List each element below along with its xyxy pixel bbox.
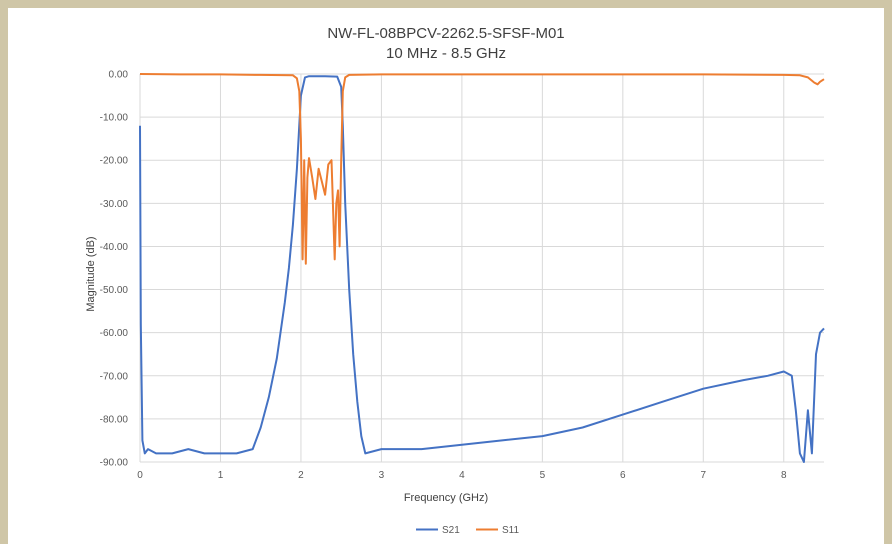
chart-subtitle: 10 MHz - 8.5 GHz xyxy=(386,45,506,62)
series-line-s21 xyxy=(139,75,825,463)
x-tick-label: 3 xyxy=(379,470,385,481)
x-tick-label: 0 xyxy=(137,470,143,481)
chart-title: NW-FL-08BPCV-2262.5-SFSF-M01 xyxy=(327,25,564,42)
x-tick-label: 2 xyxy=(298,470,304,481)
x-tick-label: 4 xyxy=(459,470,465,481)
y-tick-label: -50.00 xyxy=(100,285,129,296)
x-tick-label: 7 xyxy=(701,470,707,481)
y-tick-label: -40.00 xyxy=(100,242,129,253)
x-tick-label: 8 xyxy=(781,470,787,481)
y-tick-label: -10.00 xyxy=(100,113,129,124)
tick-layer: 0.00 -10.00 -20.00 -30.00 -40.00 -50.00 -60.00… xyxy=(100,70,787,482)
x-tick-label: 6 xyxy=(620,470,626,481)
series-line-s11 xyxy=(139,73,825,265)
x-tick-label: 5 xyxy=(540,470,546,481)
grid-layer xyxy=(139,73,824,463)
chart-svg: NW-FL-08BPCV-2262.5-SFSF-M01 10 MHz - 8.… xyxy=(85,25,825,536)
y-tick-label: -30.00 xyxy=(100,199,129,210)
y-tick-label: 0.00 xyxy=(109,70,129,81)
y-tick-label: -80.00 xyxy=(100,414,129,425)
y-tick-label: -60.00 xyxy=(100,328,129,339)
series-layer xyxy=(139,73,825,463)
legend-label-s21: S21 xyxy=(442,525,460,536)
x-tick-label: 1 xyxy=(218,470,224,481)
y-axis-label: Magnitude (dB) xyxy=(85,236,97,311)
y-tick-label: -20.00 xyxy=(100,156,129,167)
y-tick-label: -70.00 xyxy=(100,371,129,382)
x-axis-label: Frequency (GHz) xyxy=(404,492,488,504)
legend: S21 S11 xyxy=(416,525,519,536)
legend-label-s11: S11 xyxy=(502,525,519,536)
y-tick-label: -90.00 xyxy=(100,458,129,469)
